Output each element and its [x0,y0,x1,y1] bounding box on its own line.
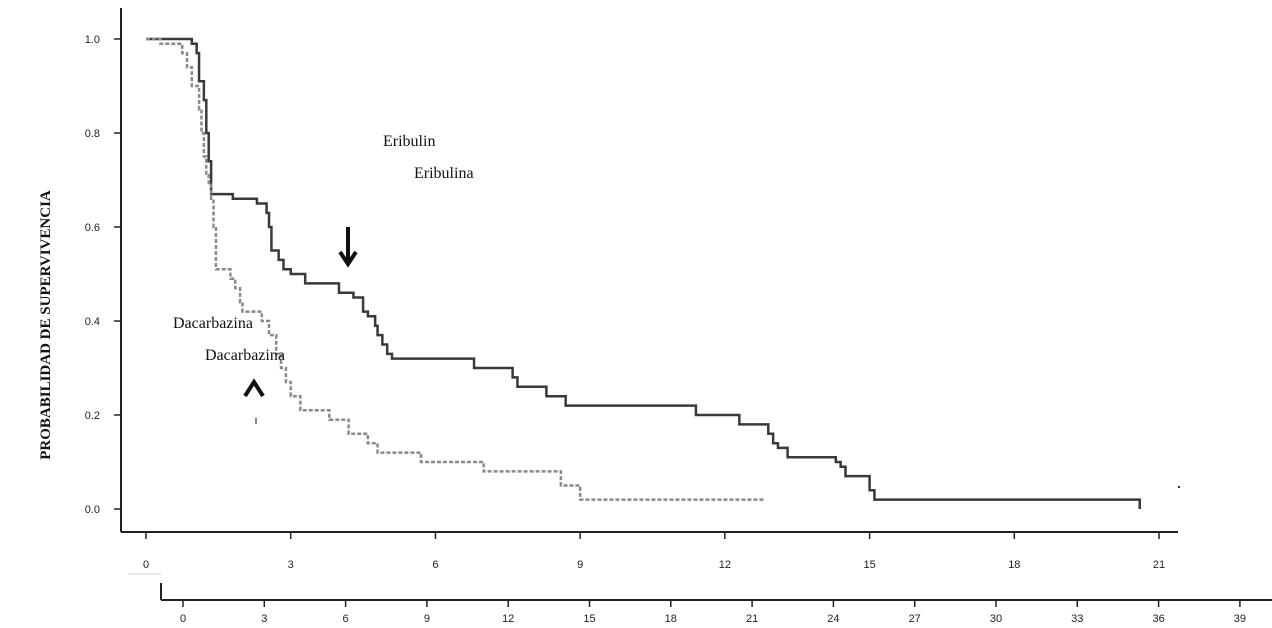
x-tick-label: 12 [719,559,731,571]
annotation-dacarbazina-1: Dacarbazina [173,315,253,332]
y-tick-label: 0.2 [85,410,100,422]
arrow-down-icon [338,227,358,268]
y-tick-label: 0.8 [85,128,100,140]
x2-tick-label: 24 [827,613,839,625]
x2-tick-label: 21 [746,613,758,625]
survival-curve-dacarbazina [146,37,764,501]
x2-tick-label: 18 [665,613,677,625]
x2-tick-label: 15 [583,613,595,625]
y-tick-label: 0.4 [85,316,100,328]
x2-tick-label: 9 [424,613,430,625]
annotation-eribulin: Eribulin [383,133,435,150]
x2-tick-label: 27 [909,613,921,625]
x-tick-label: 9 [577,559,583,571]
x2-tick-label: 30 [990,613,1002,625]
x2-tick-label: 36 [1152,613,1164,625]
speck-mark [1178,486,1180,488]
y-tick-label: 0.0 [85,504,100,516]
pointer-marks [243,227,1180,488]
x2-tick-label: 39 [1234,613,1246,625]
axes: 0.00.20.40.60.81.00 3 6 9 12 15 18 210 3 6 9 12 15 18… [85,8,1272,625]
y-tick-label: 1.0 [85,34,100,46]
survival-curve-eribulin [146,37,1141,509]
y-axis-label: PROBABILIDAD DE SUPERVIVENCIA [38,190,54,460]
x2-tick-label: 12 [502,613,514,625]
x2-tick-label: 6 [343,613,349,625]
x-tick-label: 6 [432,559,438,571]
x-tick-label: 15 [863,559,875,571]
annotation-dacarbazina-2: Dacarbazina [205,347,285,364]
x-tick-label: 0 [143,559,149,571]
x-tick-label: 18 [1008,559,1020,571]
series-layer [146,37,1141,509]
x2-tick-label: 33 [1071,613,1083,625]
annotation-eribulina: Eribulina [414,165,474,182]
annotations: Eribulin Eribulina Dacarbazina Dacarbazi… [173,133,474,364]
y-tick-label: 0.6 [85,222,100,234]
x-tick-label: 21 [1153,559,1165,571]
x-tick-label: 3 [288,559,294,571]
x2-tick-label: 0 [180,613,186,625]
caret-up-icon [243,378,265,398]
x2-tick-label: 3 [261,613,267,625]
